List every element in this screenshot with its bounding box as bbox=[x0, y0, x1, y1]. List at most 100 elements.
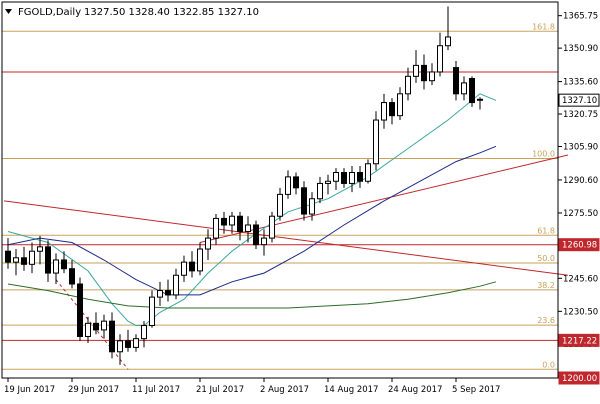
candle bbox=[189, 251, 195, 278]
candle bbox=[477, 97, 483, 110]
candle-body-bearish bbox=[125, 340, 131, 348]
candle-body-bullish bbox=[349, 172, 355, 184]
horizontal-lines-layer bbox=[2, 71, 558, 341]
candle bbox=[293, 172, 299, 195]
candle bbox=[197, 242, 203, 276]
y-tick-label: 1320.75 bbox=[563, 110, 598, 120]
ma-line-2 bbox=[7, 145, 497, 296]
candle-body-bearish bbox=[221, 217, 227, 226]
candle-body-bullish bbox=[149, 296, 155, 327]
candle bbox=[157, 281, 163, 306]
candle bbox=[413, 50, 419, 83]
candle bbox=[357, 165, 363, 188]
x-tick-label: 2 Aug 2017 bbox=[260, 385, 309, 395]
price-box-label: 1327.10 bbox=[562, 96, 597, 106]
candle-body-bullish bbox=[405, 75, 411, 95]
fib-level-label: 61.8 bbox=[537, 226, 555, 235]
candle bbox=[13, 249, 19, 276]
x-tick-label: 29 Jun 2017 bbox=[68, 385, 119, 395]
fib-level-label: 38.2 bbox=[537, 281, 555, 290]
candle-body-bullish bbox=[141, 325, 147, 340]
candle-body-bearish bbox=[469, 78, 475, 104]
candle bbox=[77, 277, 83, 341]
candle bbox=[389, 98, 395, 125]
price-box-label: 1217.22 bbox=[562, 336, 597, 346]
candle bbox=[285, 170, 291, 199]
candle-body-bearish bbox=[389, 102, 395, 117]
candle bbox=[349, 165, 355, 193]
moving-averages-layer bbox=[7, 93, 497, 326]
price-box bbox=[558, 238, 600, 252]
y-tick-label: 1275.50 bbox=[563, 209, 598, 219]
candle-body-bullish bbox=[133, 338, 139, 348]
candle-body-bullish bbox=[261, 237, 267, 246]
candle bbox=[421, 54, 427, 90]
candle bbox=[93, 312, 99, 335]
candle-body-bearish bbox=[253, 224, 259, 246]
candle bbox=[429, 63, 435, 86]
price-box bbox=[558, 93, 600, 107]
candle bbox=[29, 242, 35, 274]
candle-body-bearish bbox=[341, 172, 347, 184]
candle bbox=[5, 238, 11, 269]
candle-body-bullish bbox=[157, 290, 163, 298]
price-box bbox=[558, 333, 600, 347]
candle bbox=[101, 314, 107, 339]
candle bbox=[221, 211, 227, 234]
candle bbox=[277, 187, 283, 221]
candle-body-bullish bbox=[37, 246, 43, 252]
fib-level-label: 100.0 bbox=[532, 150, 555, 159]
candle bbox=[437, 32, 443, 77]
axes-layer: 1215.501230.501245.601260.601275.501290.… bbox=[1, 1, 598, 395]
candle bbox=[261, 229, 267, 256]
candle bbox=[109, 312, 115, 359]
header-marker-icon bbox=[5, 9, 12, 14]
candle bbox=[341, 168, 347, 188]
candle bbox=[165, 279, 171, 302]
candle bbox=[213, 214, 219, 245]
y-tick-label: 1305.90 bbox=[563, 142, 598, 152]
candle-body-bearish bbox=[301, 187, 307, 215]
candle bbox=[229, 211, 235, 234]
ma-line-3 bbox=[7, 281, 497, 309]
y-tick-label: 1245.60 bbox=[563, 274, 598, 284]
candle bbox=[149, 290, 155, 328]
candle bbox=[53, 253, 59, 284]
candle bbox=[445, 6, 451, 51]
candle-body-bearish bbox=[5, 250, 11, 263]
candle-body-bullish bbox=[461, 82, 467, 95]
candle bbox=[117, 334, 123, 365]
x-tick-label: 21 Jul 2017 bbox=[196, 385, 244, 395]
candle bbox=[237, 211, 243, 241]
fib-level-label: 50.0 bbox=[537, 254, 555, 263]
price-box-label: 1260.98 bbox=[562, 241, 597, 251]
candle bbox=[21, 246, 27, 271]
plot-frame bbox=[1, 1, 559, 379]
candles-layer bbox=[5, 6, 483, 365]
fib-level-label: 23.6 bbox=[537, 316, 555, 325]
x-tick-label: 24 Aug 2017 bbox=[388, 385, 442, 395]
candle bbox=[301, 181, 307, 221]
candle bbox=[133, 334, 139, 352]
candle-body-bullish bbox=[317, 182, 323, 200]
candle bbox=[69, 259, 75, 289]
candle-body-bearish bbox=[237, 215, 243, 233]
trend-line bbox=[55, 279, 129, 370]
candle-body-bearish bbox=[69, 268, 75, 285]
candle-body-bullish bbox=[29, 250, 35, 265]
candle bbox=[173, 268, 179, 300]
y-tick-label: 1350.90 bbox=[563, 44, 598, 54]
candle-body-bullish bbox=[365, 163, 371, 182]
candle bbox=[45, 240, 51, 282]
candle-body-bullish bbox=[197, 248, 203, 272]
candle-body-bearish bbox=[21, 257, 27, 265]
candle-body-bullish bbox=[397, 93, 403, 117]
x-tick-label: 19 Jun 2017 bbox=[4, 385, 55, 395]
candle-body-bullish bbox=[285, 176, 291, 195]
candle bbox=[405, 67, 411, 101]
candle bbox=[309, 192, 315, 221]
candle-body-bearish bbox=[165, 290, 171, 296]
candle bbox=[365, 159, 371, 184]
